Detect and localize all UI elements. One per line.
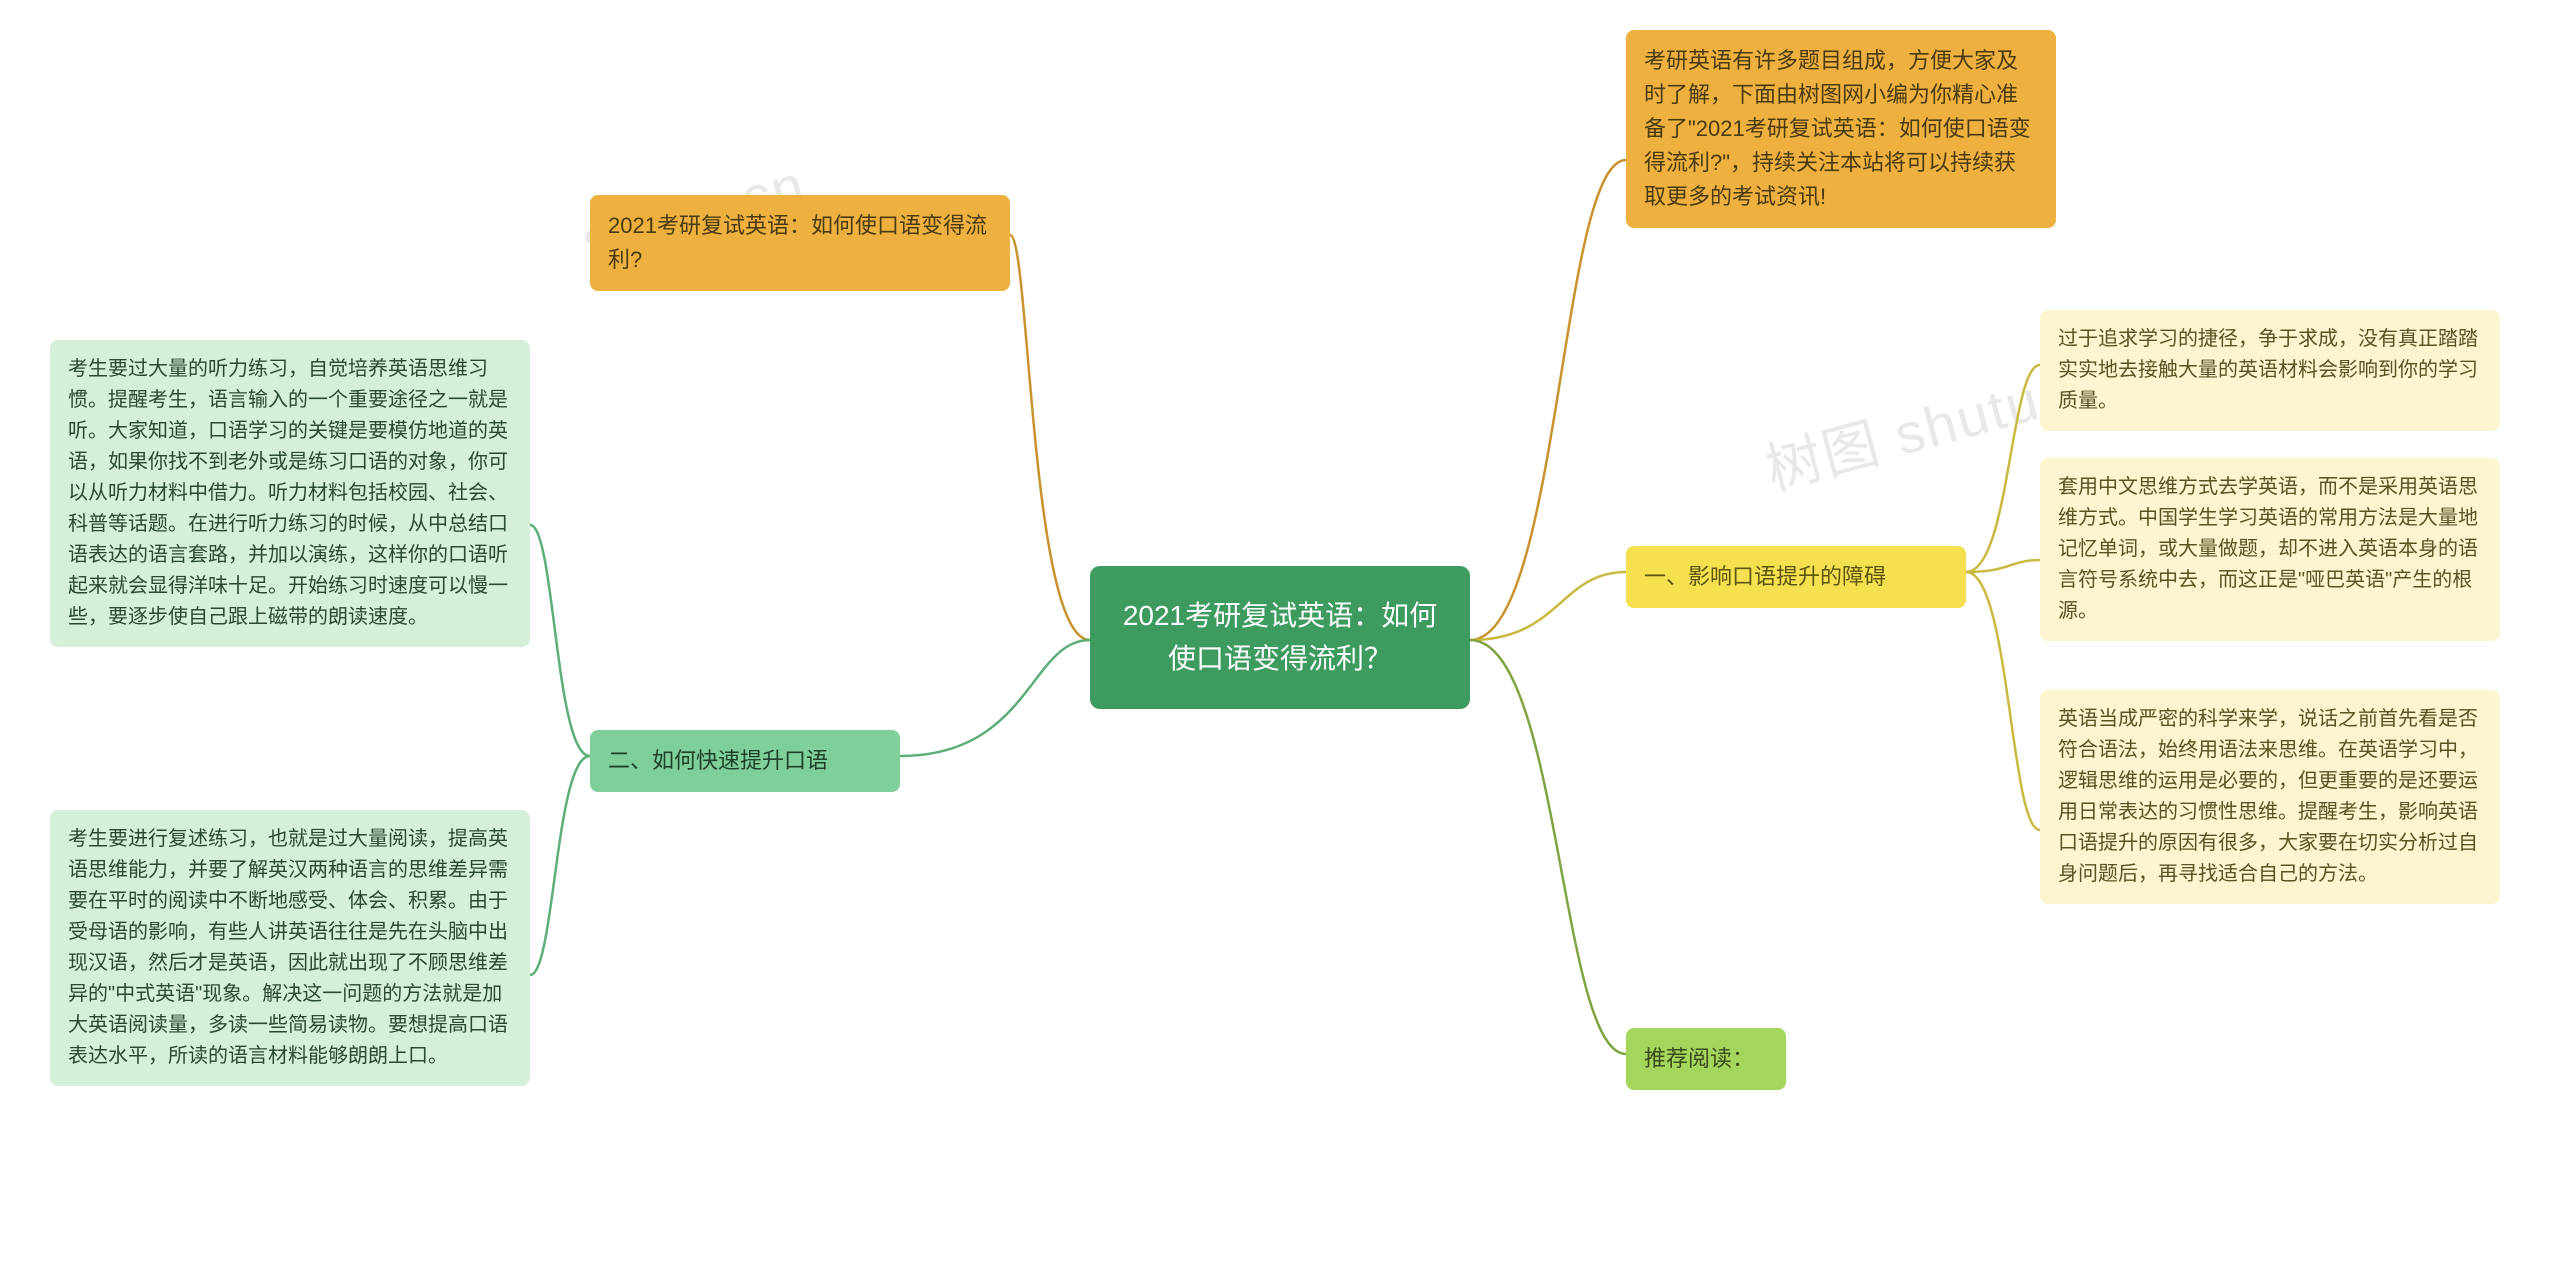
center-text: 2021考研复试英语：如何使口语变得流利？ <box>1123 600 1437 674</box>
barrier-item-1: 套用中文思维方式去学英语，而不是采用英语思维方式。中国学生学习英语的常用方法是大… <box>2040 458 2500 641</box>
branch-recommended: 推荐阅读： <box>1626 1028 1786 1090</box>
branch-intro: 考研英语有许多题目组成，方便大家及时了解，下面由树图网小编为你精心准备了"202… <box>1626 30 2056 228</box>
howto-item-1-text: 考生要进行复述练习，也就是过大量阅读，提高英语思维能力，并要了解英汉两种语言的思… <box>68 828 508 1067</box>
branch-intro-text: 考研英语有许多题目组成，方便大家及时了解，下面由树图网小编为你精心准备了"202… <box>1644 48 2031 209</box>
center-node: 2021考研复试英语：如何使口语变得流利？ <box>1090 566 1470 709</box>
branch-howto-label: 二、如何快速提升口语 <box>608 748 828 773</box>
branch-howto: 二、如何快速提升口语 <box>590 730 900 792</box>
branch-title-text: 2021考研复试英语：如何使口语变得流利? <box>608 213 987 272</box>
howto-item-0-text: 考生要过大量的听力练习，自觉培养英语思维习惯。提醒考生，语言输入的一个重要途径之… <box>68 358 508 628</box>
howto-item-0: 考生要过大量的听力练习，自觉培养英语思维习惯。提醒考生，语言输入的一个重要途径之… <box>50 340 530 647</box>
howto-item-1: 考生要进行复述练习，也就是过大量阅读，提高英语思维能力，并要了解英汉两种语言的思… <box>50 810 530 1086</box>
barrier-item-2: 英语当成严密的科学来学，说话之前首先看是否符合语法，始终用语法来思维。在英语学习… <box>2040 690 2500 904</box>
barrier-item-0: 过于追求学习的捷径，争于求成，没有真正踏踏实实地去接触大量的英语材料会影响到你的… <box>2040 310 2500 431</box>
barrier-item-2-text: 英语当成严密的科学来学，说话之前首先看是否符合语法，始终用语法来思维。在英语学习… <box>2058 708 2478 885</box>
barrier-item-0-text: 过于追求学习的捷径，争于求成，没有真正踏踏实实地去接触大量的英语材料会影响到你的… <box>2058 328 2478 412</box>
branch-title: 2021考研复试英语：如何使口语变得流利? <box>590 195 1010 291</box>
branch-recommended-label: 推荐阅读： <box>1644 1046 1754 1071</box>
barrier-item-1-text: 套用中文思维方式去学英语，而不是采用英语思维方式。中国学生学习英语的常用方法是大… <box>2058 476 2478 622</box>
branch-barriers-label: 一、影响口语提升的障碍 <box>1644 564 1886 589</box>
branch-barriers: 一、影响口语提升的障碍 <box>1626 546 1966 608</box>
